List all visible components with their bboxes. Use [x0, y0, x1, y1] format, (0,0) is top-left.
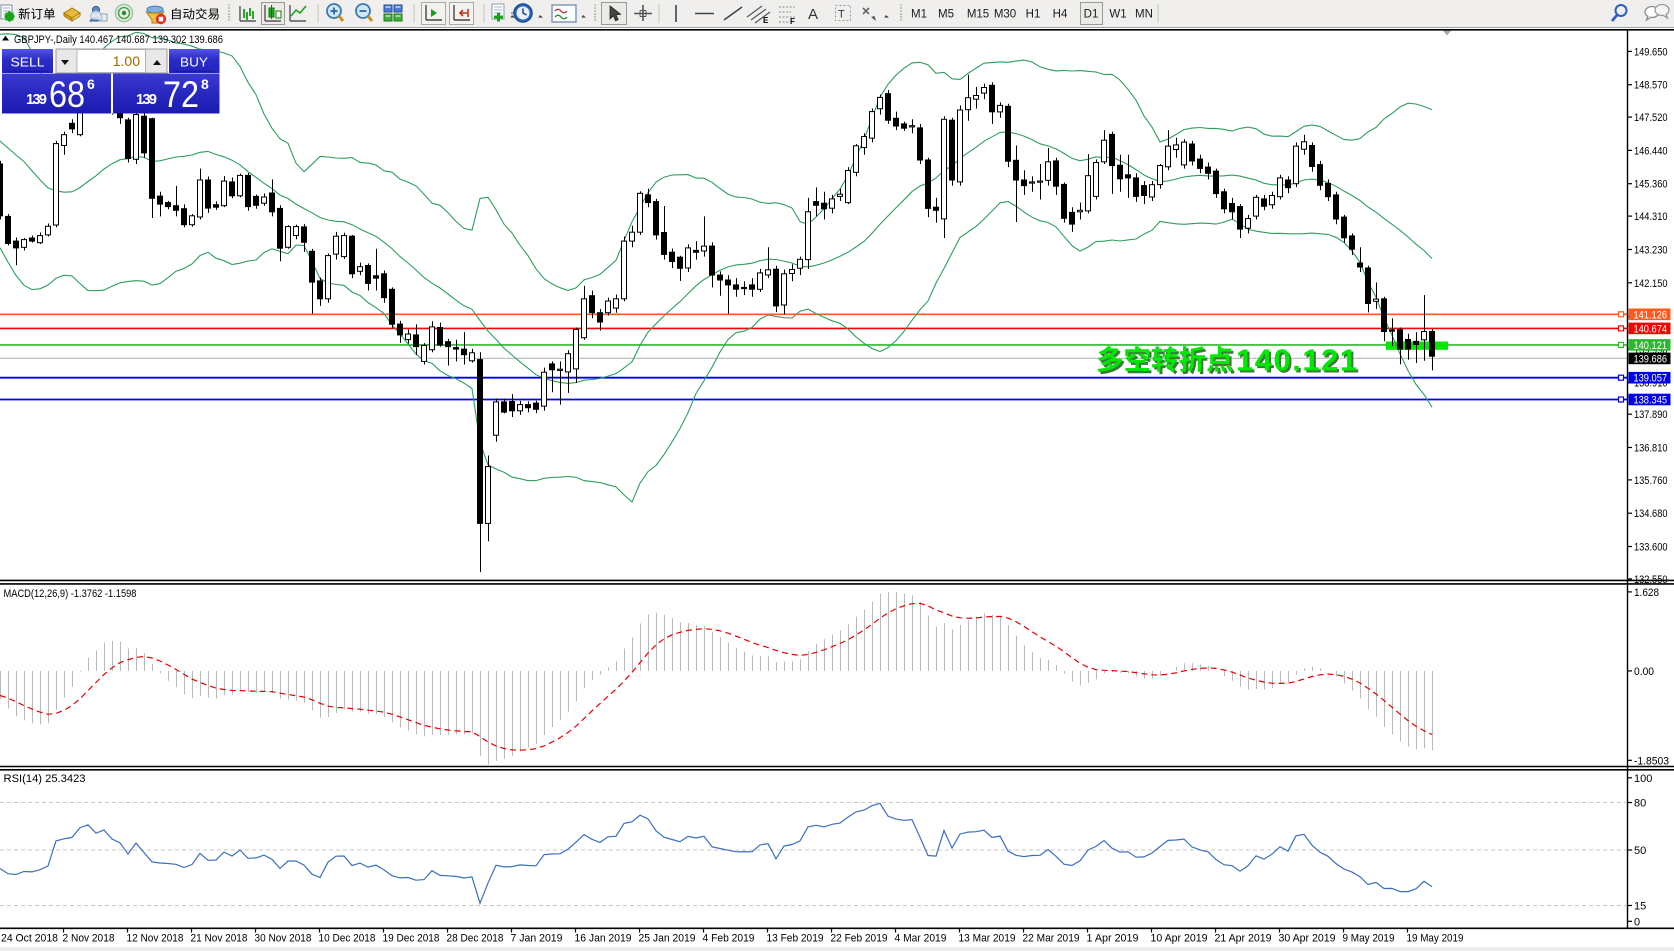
svg-text:6: 6	[87, 76, 95, 92]
svg-text:M15: M15	[967, 9, 989, 21]
svg-text:139.686: 139.686	[1634, 353, 1668, 365]
svg-text:149.650: 149.650	[1634, 46, 1668, 58]
svg-text:H4: H4	[1053, 9, 1068, 21]
svg-text:72: 72	[163, 74, 199, 115]
svg-text:4 Feb 2019: 4 Feb 2019	[703, 933, 755, 945]
svg-text:134.680: 134.680	[1634, 508, 1668, 520]
svg-text:15: 15	[1634, 901, 1646, 913]
svg-text:28 Dec 2018: 28 Dec 2018	[447, 933, 504, 945]
svg-text:1.00: 1.00	[113, 53, 140, 69]
svg-text:12 Nov 2018: 12 Nov 2018	[127, 933, 184, 945]
svg-text:E: E	[763, 16, 769, 25]
svg-text:GBPJPY-,Daily 140.467 140.687: GBPJPY-,Daily 140.467 140.687 139.302 13…	[14, 34, 223, 46]
svg-text:13 Feb 2019: 13 Feb 2019	[767, 933, 824, 945]
svg-text:135.760: 135.760	[1634, 475, 1668, 487]
svg-text:137.890: 137.890	[1634, 409, 1668, 421]
svg-text:MN: MN	[1135, 9, 1153, 21]
svg-text:19 May 2019: 19 May 2019	[1407, 933, 1464, 945]
svg-text:10 Apr 2019: 10 Apr 2019	[1151, 933, 1208, 945]
svg-text:SELL: SELL	[11, 55, 45, 70]
svg-text:BUY: BUY	[180, 55, 208, 70]
svg-text:T: T	[838, 9, 845, 21]
svg-text:A: A	[808, 6, 818, 23]
svg-text:132.550: 132.550	[1634, 574, 1668, 586]
svg-text:-1.8503: -1.8503	[1634, 755, 1669, 767]
svg-text:8: 8	[201, 76, 209, 92]
svg-text:30 Nov 2018: 30 Nov 2018	[255, 933, 312, 945]
svg-text:W1: W1	[1109, 9, 1126, 21]
svg-text:140.121: 140.121	[1634, 340, 1668, 352]
svg-text:145.360: 145.360	[1634, 179, 1668, 191]
svg-text:21 Apr 2019: 21 Apr 2019	[1215, 933, 1272, 945]
svg-text:MACD(12,26,9) -1.3762 -1.1598: MACD(12,26,9) -1.3762 -1.1598	[4, 588, 137, 600]
svg-text:140.121: 140.121	[1236, 342, 1359, 377]
svg-text:138.345: 138.345	[1634, 395, 1668, 407]
svg-text:0: 0	[1634, 916, 1640, 928]
svg-text:133.600: 133.600	[1634, 542, 1668, 554]
svg-text:7 Jan 2019: 7 Jan 2019	[511, 933, 563, 945]
svg-text:140.121: 140.121	[1238, 345, 1361, 380]
svg-text:M5: M5	[938, 9, 954, 21]
svg-text:147.520: 147.520	[1634, 112, 1668, 124]
svg-text:140.674: 140.674	[1634, 323, 1668, 335]
svg-text:M1: M1	[911, 9, 927, 21]
svg-text:139.057: 139.057	[1634, 373, 1668, 385]
svg-text:50: 50	[1634, 845, 1646, 857]
svg-text:F: F	[790, 17, 795, 26]
svg-text:2 Nov 2018: 2 Nov 2018	[63, 933, 115, 945]
svg-text:80: 80	[1634, 798, 1646, 810]
svg-text:142.150: 142.150	[1634, 278, 1668, 290]
svg-text:9 May 2019: 9 May 2019	[1343, 933, 1395, 945]
svg-text:RSI(14) 25.3423: RSI(14) 25.3423	[4, 773, 86, 785]
svg-text:10 Dec 2018: 10 Dec 2018	[319, 933, 376, 945]
svg-text:139: 139	[26, 92, 47, 108]
svg-text:141.126: 141.126	[1634, 309, 1668, 321]
svg-text:22 Feb 2019: 22 Feb 2019	[831, 933, 888, 945]
svg-text:13 Mar 2019: 13 Mar 2019	[959, 933, 1016, 945]
svg-text:139: 139	[136, 92, 157, 108]
svg-text:146.440: 146.440	[1634, 145, 1668, 157]
svg-text:0.00: 0.00	[1634, 666, 1654, 678]
svg-text:D1: D1	[1084, 9, 1099, 21]
svg-text:68: 68	[49, 74, 85, 115]
svg-text:144.310: 144.310	[1634, 211, 1668, 223]
svg-text:1.628: 1.628	[1634, 587, 1659, 599]
svg-text:30 Apr 2019: 30 Apr 2019	[1279, 933, 1336, 945]
svg-text:1 Apr 2019: 1 Apr 2019	[1087, 933, 1139, 945]
svg-text:22 Mar 2019: 22 Mar 2019	[1023, 933, 1080, 945]
svg-text:M30: M30	[994, 9, 1016, 21]
svg-text:143.230: 143.230	[1634, 245, 1668, 257]
svg-text:21 Nov 2018: 21 Nov 2018	[191, 933, 248, 945]
svg-text:25 Jan 2019: 25 Jan 2019	[639, 933, 696, 945]
svg-text:136.810: 136.810	[1634, 443, 1668, 455]
svg-text:4 Mar 2019: 4 Mar 2019	[895, 933, 947, 945]
svg-text:19 Dec 2018: 19 Dec 2018	[383, 933, 440, 945]
svg-text:24 Oct 2018: 24 Oct 2018	[1, 933, 58, 945]
svg-text:16 Jan 2019: 16 Jan 2019	[575, 933, 632, 945]
svg-text:H1: H1	[1026, 9, 1041, 21]
svg-text:148.570: 148.570	[1634, 80, 1668, 92]
svg-text:100: 100	[1634, 773, 1652, 785]
